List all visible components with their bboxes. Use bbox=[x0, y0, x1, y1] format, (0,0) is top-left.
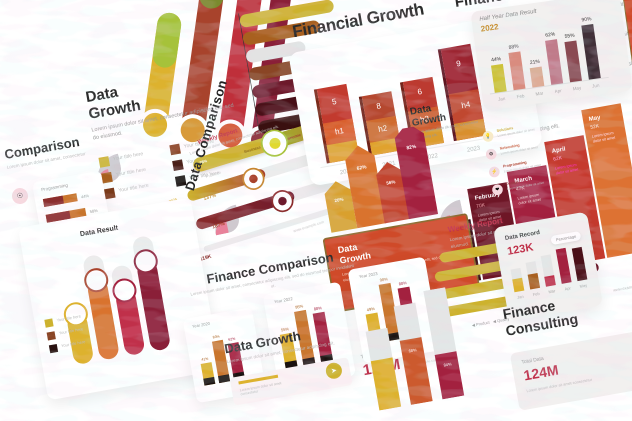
svg-text:Jun: Jun bbox=[592, 83, 600, 89]
svg-text:Mar: Mar bbox=[535, 91, 544, 97]
svg-text:21%: 21% bbox=[530, 59, 541, 66]
svg-text:55%: 55% bbox=[564, 33, 575, 40]
svg-text:90%: 90% bbox=[581, 16, 592, 23]
svg-text:May: May bbox=[572, 85, 582, 91]
svg-text:95%: 95% bbox=[295, 303, 304, 309]
svg-text:Feb: Feb bbox=[516, 93, 525, 99]
svg-text:88%: 88% bbox=[398, 280, 407, 286]
svg-text:Jan: Jan bbox=[498, 96, 506, 102]
svg-text:62%: 62% bbox=[545, 31, 556, 38]
svg-text:98%: 98% bbox=[379, 276, 388, 282]
svg-text:44%: 44% bbox=[491, 56, 502, 63]
svg-text:88%: 88% bbox=[508, 44, 519, 51]
svg-text:Apr: Apr bbox=[554, 88, 562, 94]
svg-text:88%: 88% bbox=[313, 305, 322, 311]
